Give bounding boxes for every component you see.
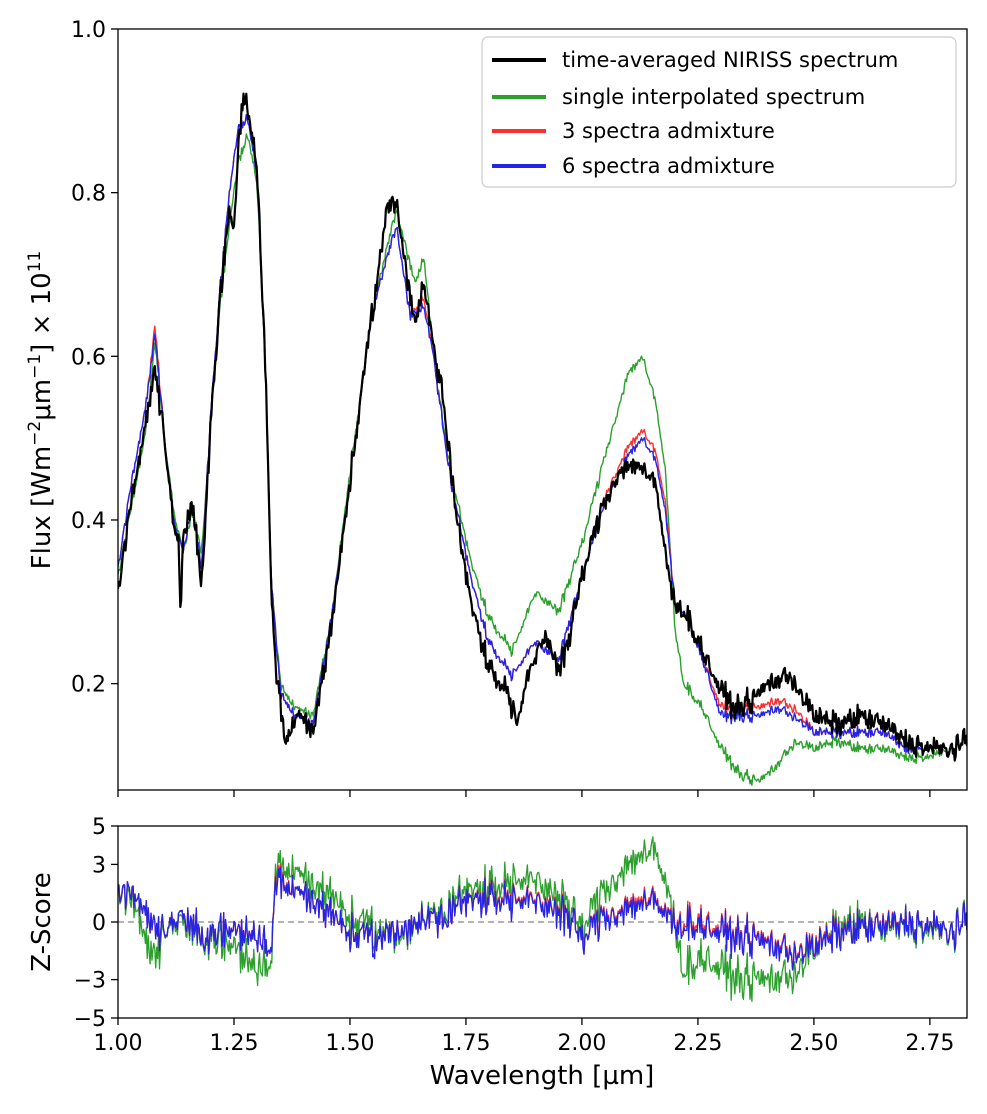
legend-label-6spectra: 6 spectra admixture bbox=[562, 154, 775, 178]
zscore-line-6-spectra-admixture bbox=[118, 866, 967, 971]
legend-label-niriss: time-averaged NIRISS spectrum bbox=[562, 48, 898, 72]
flux-y-tick-label: 1.0 bbox=[71, 18, 106, 43]
zscore-y-tick-label: 5 bbox=[92, 815, 106, 840]
zscore-y-tick-label: −3 bbox=[74, 969, 106, 994]
zscore-y-axis: −5 −3 0 3 5 bbox=[74, 815, 118, 1032]
flux-axis-title: Flux [Wm−2μm−1] × 1011 bbox=[25, 251, 57, 570]
wavelength-x-tick-label: 2.25 bbox=[673, 1031, 722, 1056]
zscore-x-axis: 1.00 1.25 1.50 1.75 2.00 2.25 2.50 2.75 bbox=[94, 1018, 954, 1056]
zscore-y-tick-label: 3 bbox=[92, 853, 106, 878]
zscore-panel: −5 −3 0 3 5 1.00 1.25 1.50 1.75 2.00 2.25 2.50 2.75… bbox=[27, 815, 968, 1091]
zscore-line-single-interpolated-spectrum bbox=[118, 836, 967, 1002]
zscore-axis-title: Z-Score bbox=[27, 872, 57, 972]
legend-label-3spectra: 3 spectra admixture bbox=[562, 119, 775, 143]
flux-y-tick-label: 0.6 bbox=[71, 345, 106, 370]
wavelength-x-tick-label: 1.25 bbox=[209, 1031, 258, 1056]
flux-line-single-interpolated-spectrum bbox=[118, 133, 967, 786]
wavelength-x-tick-label: 1.00 bbox=[94, 1031, 143, 1056]
wavelength-x-tick-label: 1.50 bbox=[325, 1031, 374, 1056]
wavelength-axis-title: Wavelength [µm] bbox=[430, 1061, 655, 1091]
flux-line-3-spectra-admixture bbox=[118, 114, 967, 757]
flux-y-tick-label: 0.8 bbox=[71, 182, 106, 207]
wavelength-x-tick-label: 2.50 bbox=[789, 1031, 838, 1056]
flux-x-ticks bbox=[117, 790, 931, 797]
flux-plot-frame bbox=[117, 28, 968, 791]
zscore-series-group bbox=[118, 836, 967, 1002]
wavelength-x-tick-label: 2.75 bbox=[905, 1031, 954, 1056]
zscore-y-tick-label: 0 bbox=[92, 911, 106, 936]
legend-box bbox=[481, 36, 957, 188]
flux-y-tick-label: 0.2 bbox=[71, 673, 106, 698]
flux-line-time-averaged-niriss-spectrum bbox=[118, 92, 967, 762]
flux-series-group bbox=[118, 92, 967, 786]
legend-label-single: single interpolated spectrum bbox=[562, 85, 865, 109]
legend: time-averaged NIRISS spectrum single int… bbox=[481, 36, 957, 188]
flux-panel: 0.2 0.4 0.6 0.8 1.0 Flux [Wm−2μm−1] × 1011 t… bbox=[25, 18, 968, 797]
zscore-y-tick-label: −5 bbox=[74, 1007, 106, 1032]
wavelength-x-tick-label: 1.75 bbox=[441, 1031, 490, 1056]
flux-y-axis: 0.2 0.4 0.6 0.8 1.0 bbox=[71, 18, 118, 698]
flux-y-tick-label: 0.4 bbox=[71, 509, 106, 534]
flux-line-6-spectra-admixture bbox=[118, 114, 967, 757]
wavelength-x-tick-label: 2.00 bbox=[557, 1031, 606, 1056]
